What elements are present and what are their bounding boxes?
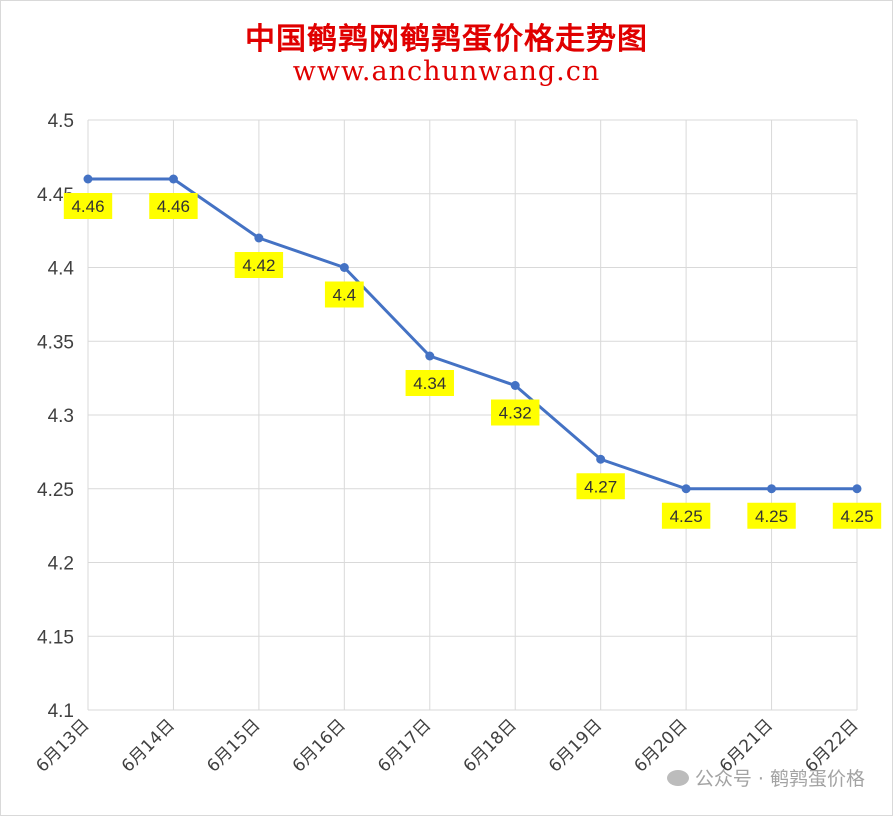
y-tick-label: 4.5 [48,111,74,132]
series-line [88,177,857,491]
data-point [168,174,178,184]
data-label-bg [234,252,284,278]
data-label-bg [747,502,796,529]
x-tick-label: 6月17日 [374,715,435,776]
y-tick-label: 4.35 [37,332,74,353]
data-label: 4.27 [584,477,617,496]
data-label: 4.34 [413,374,446,393]
y-tick-label: 4.25 [37,480,74,501]
x-tick-label: 6月19日 [545,715,606,776]
data-label-bg [405,370,454,396]
y-tick-label: 4.1 [48,701,74,722]
x-tick-label: 6月15日 [203,715,264,776]
data-label: 4.25 [670,507,703,526]
data-label-bg [661,502,711,529]
x-tick-label: 6月13日 [32,715,93,776]
data-label-bg [832,502,882,529]
data-label: 4.4 [333,286,357,305]
data-point [767,484,777,494]
data-label-bg [324,281,364,308]
data-point [425,351,435,361]
y-tick-label: 4.4 [48,259,75,280]
chart-subtitle: www.anchunwang.cn [292,56,601,87]
data-point [681,484,691,494]
data-point [254,233,264,243]
watermark: 公众号 · 鹌鹑蛋价格 [666,764,865,791]
data-label: 4.25 [840,507,873,526]
data-point [83,174,93,184]
data-label-bg [149,193,198,219]
data-label-bg [576,473,625,500]
x-tick-label: 6月14日 [118,715,179,776]
x-tick-label: 6月16日 [289,715,350,776]
y-tick-label: 4.2 [48,554,74,575]
chart-title: 中国鹌鹑网鹌鹑蛋价格走势图 [245,22,648,57]
data-label: 4.32 [499,404,532,423]
data-label: 4.46 [71,197,104,216]
data-label: 4.25 [755,507,788,526]
data-label-bg [63,193,113,219]
data-label: 4.46 [157,197,190,216]
y-tick-label: 4.15 [37,627,74,648]
x-tick-label: 6月18日 [460,715,521,776]
data-point [339,263,349,272]
data-label-bg [491,399,540,426]
data-point [596,454,606,464]
data-point [852,484,862,494]
data-label: 4.42 [242,256,275,275]
watermark-text: 公众号 · 鹌鹑蛋价格 [694,768,865,790]
y-tick-label: 4.3 [48,406,74,427]
data-point [510,381,520,390]
wechat-icon [666,769,689,786]
